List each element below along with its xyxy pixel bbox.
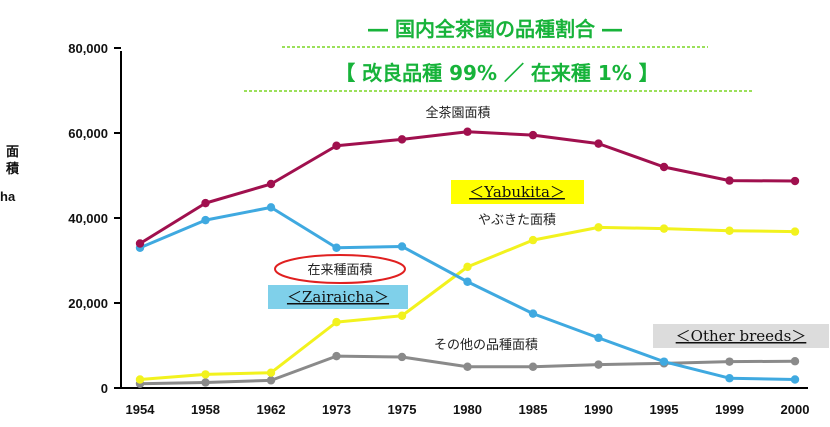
data-point [725,176,734,185]
data-point [594,139,603,148]
data-point [528,130,538,140]
x-tick-label: 1999 [715,402,744,417]
data-point [463,127,472,136]
data-point [725,357,734,366]
data-point [397,352,407,362]
x-tick-label: 1980 [453,402,482,417]
series-points [135,127,800,388]
y-tick-label: 80,000 [68,41,108,56]
x-tick-label: 2000 [781,402,810,417]
y-tick-label: 60,000 [68,126,108,141]
label-zairaicha-en: ＜Zairaicha＞ [287,288,389,306]
y-tick-label: 20,000 [68,296,108,311]
label-total: 全茶園面積 [425,105,490,121]
y-ticks: 0 20,000 40,000 60,000 80,000 [68,41,121,396]
x-tick-label: 1975 [388,402,417,417]
series-line-1 [139,225,796,381]
data-point [332,317,341,327]
x-ticks: 1954 1958 1962 1973 1975 1980 1985 1990 1995 1999… [126,402,810,417]
label-other: その他の品種面積 [434,337,538,353]
data-point [594,333,603,343]
data-point [397,242,407,251]
x-tick-label: 1954 [126,402,156,417]
y-axis-unit: ha [0,189,16,204]
data-point [332,141,341,150]
data-point [135,375,145,384]
data-point [725,226,734,235]
data-point [528,309,538,318]
data-point [266,376,276,385]
data-point [397,311,407,320]
series-line-2 [139,205,796,381]
yabukita-en-box [451,180,584,204]
data-point [201,198,210,208]
x-tick-label: 1990 [584,402,613,417]
data-point [659,162,669,172]
data-point [594,223,603,232]
data-point [790,375,800,384]
data-point [266,368,276,377]
x-tick-label: 1958 [191,402,220,417]
data-point [266,179,276,189]
x-tick-label: 1995 [650,402,679,417]
y-axis-label: 面 [6,145,19,160]
y-tick-label: 0 [101,381,108,396]
label-other-en: ＜Other breeds＞ [676,327,807,345]
data-point [463,277,472,286]
data-point [528,235,538,245]
data-point [528,362,538,371]
data-point [594,360,603,369]
data-point [659,357,669,366]
label-zairai: 在来種面積 [307,262,372,278]
x-tick-label: 1985 [519,402,548,417]
other-en-box [653,324,829,348]
data-point [201,378,210,387]
x-tick-label: 1973 [322,402,351,417]
label-yabukita: やぶきた面積 [478,213,556,228]
label-yabukita-en: ＜Yabukita＞ [469,183,565,201]
chart-title: ― 国内全茶園の品種割合 ― [368,17,622,41]
data-point [332,351,341,361]
data-point [790,227,800,236]
zairai-ellipse [274,254,406,284]
data-point [790,176,800,186]
y-tick-label: 40,000 [68,211,108,226]
data-point [135,239,145,248]
data-point [790,357,800,366]
data-point [463,262,472,272]
data-point [659,224,669,233]
data-point [201,215,210,225]
data-point [201,370,210,379]
data-point [463,362,472,371]
data-point [725,374,734,383]
y-axis-label-2: 積 [5,161,20,177]
data-point [266,203,276,212]
data-point [332,243,341,252]
x-tick-label: 1962 [257,402,286,417]
data-point [397,135,407,144]
zairaicha-en-box [268,285,408,309]
chart-subtitle: 【 改良品種 99% ／ 在来種 1% 】 [335,61,659,85]
